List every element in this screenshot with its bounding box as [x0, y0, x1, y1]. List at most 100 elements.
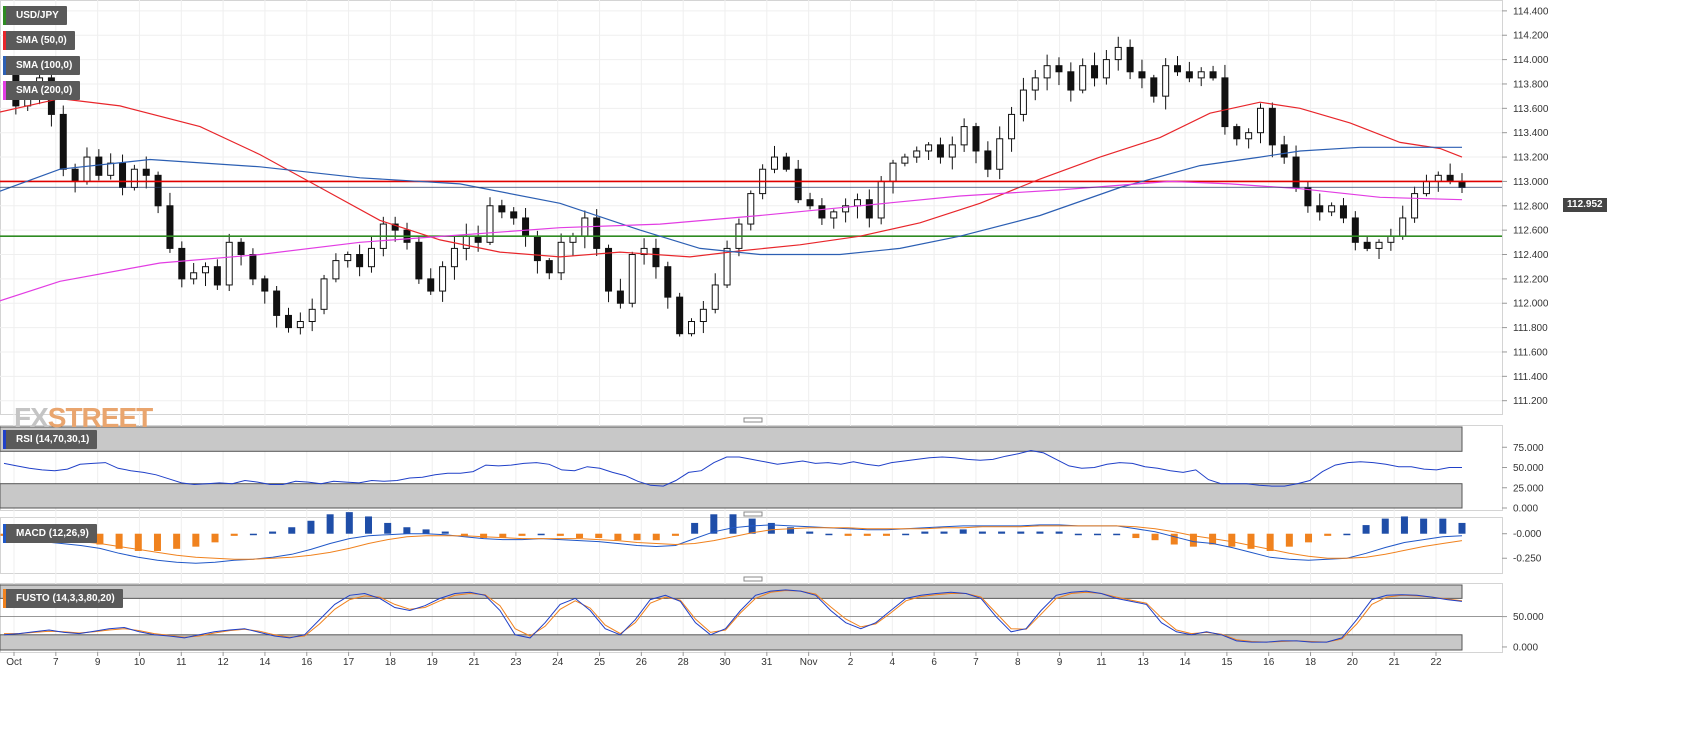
y-tick-label: 113.400: [1513, 128, 1549, 139]
macd-hist-pos: [902, 533, 910, 536]
candle-bull: [462, 235, 470, 249]
candle-bear: [154, 174, 162, 207]
candle-bear: [1268, 107, 1276, 146]
x-tick-label: 30: [719, 657, 731, 668]
macd-hist-neg: [211, 533, 219, 543]
candle-bear: [616, 290, 624, 304]
macd-hist-pos: [403, 527, 411, 534]
macd-hist-pos: [978, 531, 986, 534]
candle-bear: [391, 223, 399, 231]
candle-bear: [1185, 71, 1193, 79]
candle-bull: [747, 193, 755, 225]
candle-bull: [628, 254, 636, 304]
candle-bull: [202, 266, 210, 274]
candle-bull: [640, 247, 648, 256]
macd-hist-neg: [230, 533, 238, 536]
legend-fusto[interactable]: FUSTO (14,3,3,80,20): [3, 589, 123, 608]
y-tick-label: 112.000: [1513, 299, 1549, 310]
candle-bear: [1221, 77, 1229, 128]
macd-hist-pos: [1017, 531, 1025, 534]
candle-bear: [1458, 180, 1466, 189]
macd-hist-pos: [441, 531, 449, 534]
x-tick-label: 19: [427, 657, 439, 668]
rsi-oversold-zone: [0, 483, 1463, 509]
panel-splitter-1: [743, 511, 763, 517]
macd-hist-pos: [1400, 516, 1408, 534]
rsi-y-tick-label: 25.000: [1513, 483, 1544, 494]
y-tick-label: 114.200: [1513, 31, 1549, 42]
macd-hist-neg: [115, 533, 123, 549]
macd-hist-neg: [1305, 533, 1313, 543]
candle-bull: [367, 247, 375, 268]
macd-hist-pos: [1113, 533, 1121, 536]
panel-frame-3: [0, 583, 1503, 653]
x-tick-label: 25: [594, 657, 606, 668]
legend-rsi[interactable]: RSI (14,70,30,1): [3, 430, 98, 449]
y-tick-label: 111.200: [1513, 396, 1548, 407]
candle-bear: [545, 260, 553, 274]
candle-bull: [308, 308, 316, 323]
macd-hist-pos: [1458, 522, 1466, 534]
candle-bull: [901, 156, 909, 164]
fusto-k-line: [3, 589, 1463, 643]
legend-macd[interactable]: MACD (12,26,9): [3, 524, 97, 543]
x-tick-label: 14: [1179, 657, 1191, 668]
rsi-y-tick-label: 75.000: [1513, 443, 1544, 454]
macd-hist-pos: [384, 522, 392, 534]
candle-bear: [794, 168, 802, 201]
macd-hist-pos: [1094, 533, 1101, 536]
x-tick-label: 18: [1305, 657, 1317, 668]
candle-bear: [865, 199, 873, 219]
legend-sma50[interactable]: SMA (50,0): [3, 31, 75, 50]
macd-hist-pos: [307, 520, 315, 534]
macd-hist-neg: [192, 533, 200, 547]
candlesticks: [12, 36, 1466, 337]
candle-bear: [605, 247, 613, 292]
macd-hist-neg: [1247, 533, 1255, 549]
candle-bull: [439, 266, 447, 292]
x-tick-label: 11: [1096, 657, 1107, 668]
macd-hist-pos: [959, 529, 967, 534]
x-tick-label: 15: [1221, 657, 1233, 668]
candle-bear: [1138, 71, 1146, 79]
candle-bull: [332, 260, 340, 280]
macd-signal-line: [3, 525, 1463, 560]
candle-bull: [925, 144, 933, 152]
x-tick-label: 2: [848, 657, 854, 668]
candle-bear: [237, 241, 245, 256]
candle-bull: [83, 156, 91, 182]
y-tick-label: 112.400: [1513, 250, 1549, 261]
x-tick-label: 24: [552, 657, 564, 668]
panel-splitter-0: [743, 417, 763, 423]
candle-bull: [853, 199, 861, 207]
fusto-oversold-zone: [0, 634, 1463, 651]
candle-bull: [130, 168, 138, 189]
macd-hist-pos: [249, 533, 257, 536]
candle-bear: [95, 156, 103, 176]
legend-usdjpy[interactable]: USD/JPY: [3, 6, 67, 25]
x-tick-label: 9: [95, 657, 101, 668]
macd-hist-neg: [633, 533, 641, 541]
candle-bull: [699, 308, 707, 323]
legend-sma200[interactable]: SMA (200,0): [3, 81, 81, 100]
candle-bear: [936, 144, 944, 158]
grid: [0, 0, 1503, 653]
sma100-line: [0, 146, 1462, 256]
candle-bull: [830, 211, 838, 219]
candle-bull: [557, 241, 565, 274]
macd-hist-neg: [1170, 533, 1178, 545]
legend-sma100[interactable]: SMA (100,0): [3, 56, 81, 75]
macd-hist-pos: [921, 531, 929, 534]
candle-bear: [356, 254, 364, 268]
macd-hist-pos: [326, 514, 334, 534]
y-tick-label: 112.200: [1513, 274, 1549, 285]
candle-bull: [711, 284, 719, 310]
y-tick-label: 111.600: [1513, 347, 1548, 358]
x-tick-label: 13: [1138, 657, 1150, 668]
candle-bull: [1114, 46, 1122, 61]
candle-bear: [427, 278, 435, 292]
x-tick-label: 11: [176, 657, 187, 668]
candle-bear: [213, 266, 221, 286]
candle-bear: [1150, 77, 1158, 97]
